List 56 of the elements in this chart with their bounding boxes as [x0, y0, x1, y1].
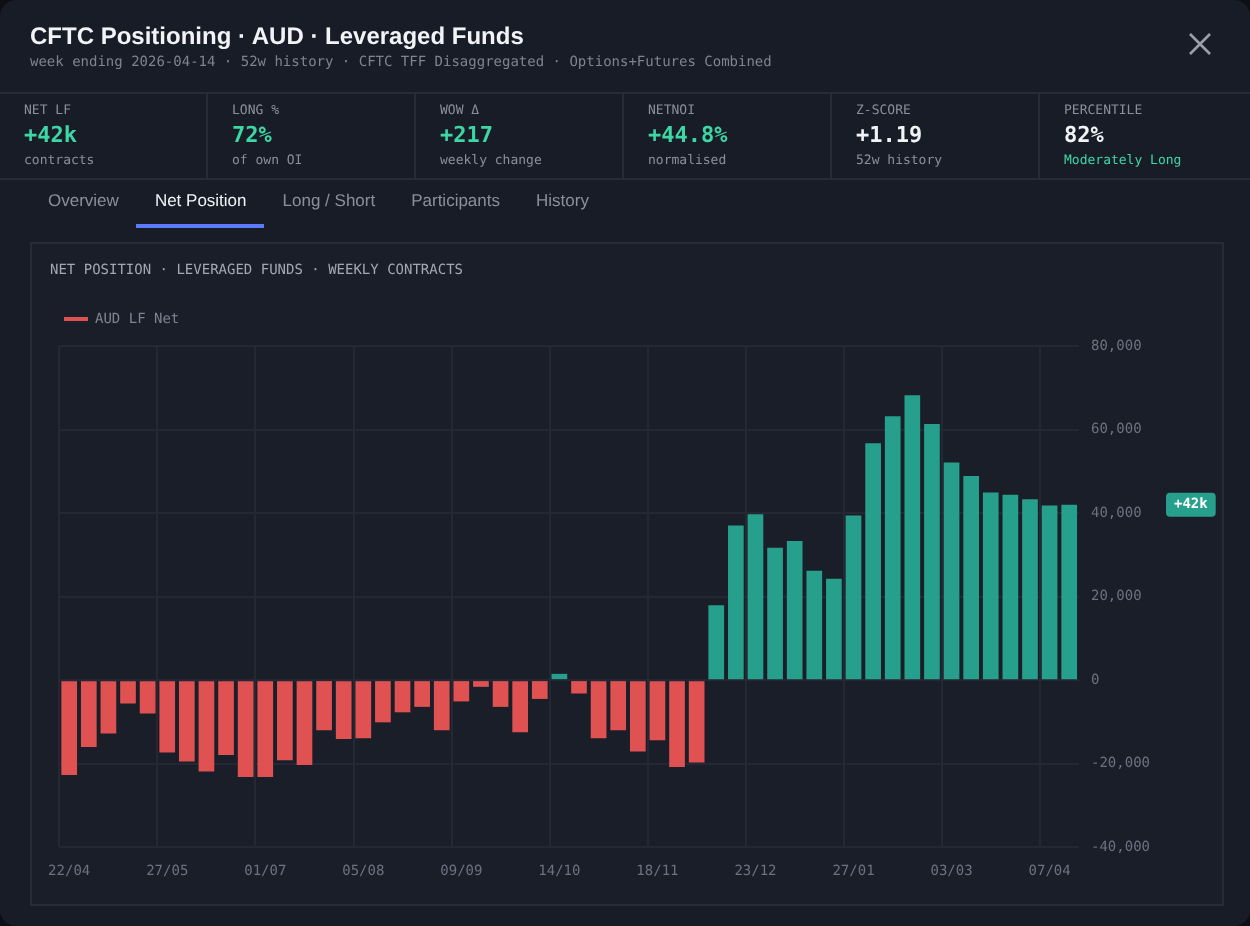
bar	[590, 681, 607, 739]
bar	[747, 514, 764, 680]
bar	[610, 681, 627, 731]
bar	[61, 681, 78, 775]
bar	[669, 681, 685, 768]
bar	[277, 681, 293, 761]
bar	[943, 462, 960, 680]
bar	[551, 673, 568, 680]
bar	[531, 681, 548, 699]
bar	[80, 681, 97, 747]
bar	[139, 681, 156, 714]
bar	[198, 681, 215, 772]
bar	[394, 681, 411, 713]
bar	[414, 681, 430, 707]
bar	[1002, 494, 1019, 680]
bar	[767, 547, 783, 680]
bar	[512, 681, 529, 733]
bar	[649, 681, 666, 741]
text: Participants	[409, 188, 503, 214]
bar	[708, 605, 725, 680]
bar	[571, 681, 587, 694]
text: Long / Short	[280, 188, 378, 214]
text: 72%	[232, 122, 274, 148]
bar	[826, 578, 842, 680]
bar	[688, 681, 705, 763]
bar	[1041, 505, 1058, 680]
bar	[178, 681, 195, 762]
bar	[316, 681, 332, 731]
bar	[492, 681, 509, 707]
bar	[629, 681, 646, 752]
text: CFTC Positioning · AUD · Leveraged Funds	[30, 22, 524, 50]
bar	[728, 525, 744, 680]
bar	[865, 443, 881, 680]
bar	[845, 515, 862, 680]
bar	[159, 681, 176, 753]
text: +44.8%	[648, 122, 730, 148]
bar	[982, 492, 999, 680]
text: History	[534, 188, 591, 214]
text: Net Position	[136, 180, 265, 228]
text: +1.19	[856, 122, 925, 148]
text: +42k	[24, 122, 79, 148]
bar	[1022, 499, 1038, 680]
bar	[924, 424, 940, 680]
bar	[453, 681, 470, 702]
bar	[375, 681, 391, 723]
bar	[100, 681, 117, 734]
text: Overview	[46, 188, 121, 214]
bar	[1061, 504, 1078, 680]
bar	[473, 681, 489, 687]
bar	[963, 475, 979, 680]
bar	[218, 681, 234, 755]
bar	[433, 681, 450, 731]
bar	[296, 681, 313, 765]
text: 82%	[1064, 122, 1106, 148]
bar	[120, 681, 136, 704]
text: +217	[440, 122, 495, 148]
